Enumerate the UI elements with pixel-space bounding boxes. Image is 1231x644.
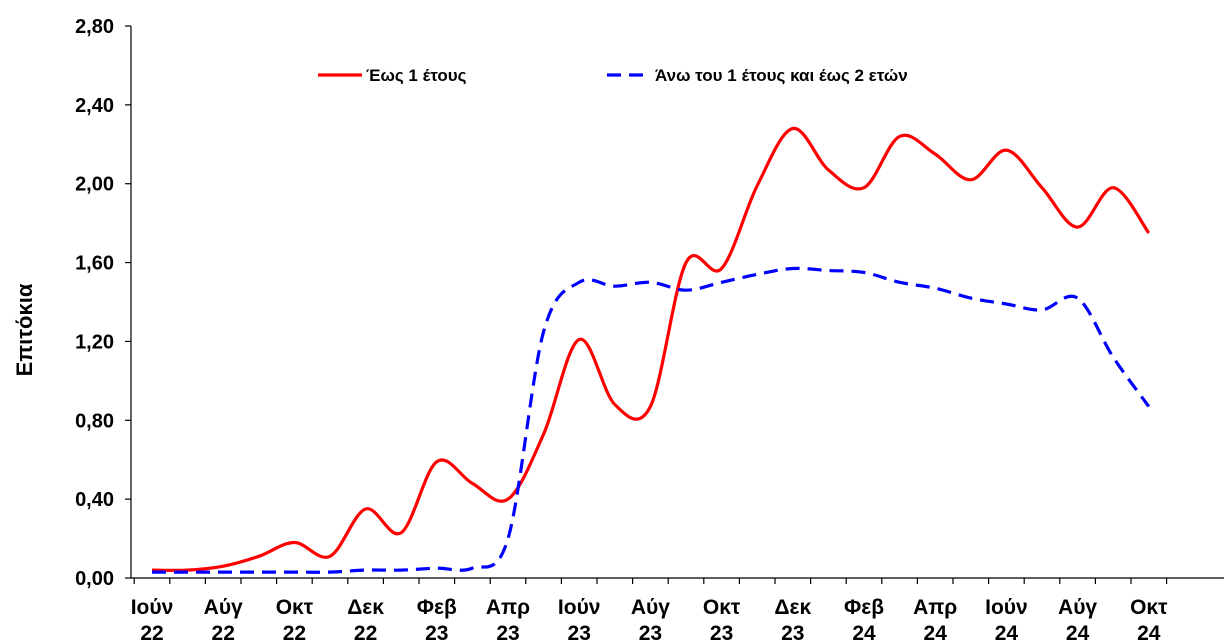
y-tick-label: 2,00 [75, 174, 114, 196]
x-tick-label-month: Ιούν [131, 596, 174, 619]
x-tick-label-year: 24 [1066, 622, 1090, 644]
y-tick-label: 1,60 [75, 253, 114, 275]
series-lines [151, 126, 1151, 574]
x-tick-label-year: 23 [781, 622, 804, 644]
legend: Έως 1 έτους Άνω του 1 έτους και έως 2 ετώ… [318, 66, 908, 85]
y-tick-label: 2,80 [75, 16, 114, 38]
y-tick-label: 0,00 [75, 568, 114, 590]
x-tick-label-year: 22 [354, 622, 377, 644]
x-tick-label-month: Απρ [913, 596, 957, 619]
y-axis: 0,00 0,40 0,80 1,20 1,60 2,00 2,40 2,80 [75, 16, 132, 590]
series-line-2 [151, 266, 1151, 574]
x-tick-label-year: 22 [283, 622, 306, 644]
y-tick-label: 0,40 [75, 489, 114, 511]
x-tick-label-month: Οκτ [276, 596, 314, 619]
x-tick-label-year: 23 [639, 622, 662, 644]
x-tick-label-year: 24 [852, 622, 876, 644]
legend-label-1: Έως 1 έτους [366, 66, 467, 85]
x-tick-label-month: Δεκ [774, 596, 811, 619]
x-tick-label-month: Απρ [486, 596, 530, 619]
x-tick-label-month: Αύγ [1058, 596, 1097, 619]
x-tick-label-year: 23 [568, 622, 591, 644]
x-tick-label-year: 23 [496, 622, 519, 644]
x-tick-label-month: Οκτ [1130, 596, 1168, 619]
x-tick-label-month: Δεκ [347, 596, 384, 619]
x-tick-label-month: Αύγ [204, 596, 243, 619]
x-tick-label-year: 24 [995, 622, 1019, 644]
x-tick-label-year: 23 [710, 622, 733, 644]
x-tick-label-month: Ιούν [558, 596, 601, 619]
legend-label-2: Άνω του 1 έτους και έως 2 ετών [655, 66, 908, 85]
x-tick-label-month: Φεβ [844, 596, 884, 619]
x-tick-label-year: 22 [140, 622, 163, 644]
y-tick-label: 0,80 [75, 410, 114, 432]
x-axis: Ιούν 22 Αύγ 22 Οκτ 22 Δεκ 22 Φεβ 23 Απρ 23 Ιούν 23 Αύγ… [131, 577, 1224, 644]
x-tick-label-year: 24 [924, 622, 948, 644]
x-tick-label-year: 23 [425, 622, 448, 644]
y-axis-title: Επιτόκια [12, 283, 37, 376]
x-tick-label-year: 24 [1137, 622, 1161, 644]
x-tick-label-month: Οκτ [703, 596, 741, 619]
series-line-1 [151, 126, 1151, 573]
y-tick-label: 2,40 [75, 95, 114, 117]
x-tick-label-year: 22 [212, 622, 235, 644]
x-tick-label-month: Αύγ [631, 596, 670, 619]
x-tick-label-month: Φεβ [417, 596, 457, 619]
x-tick-label-month: Ιούν [985, 596, 1028, 619]
y-tick-label: 1,20 [75, 331, 114, 353]
